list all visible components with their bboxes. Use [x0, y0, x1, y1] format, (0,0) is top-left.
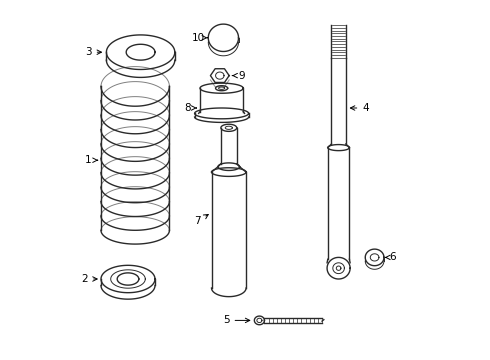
Text: 7: 7 — [194, 215, 208, 226]
Text: 1: 1 — [85, 155, 98, 165]
Text: 10: 10 — [192, 33, 208, 43]
Text: 8: 8 — [184, 103, 196, 113]
Text: 4: 4 — [350, 103, 369, 113]
Text: 2: 2 — [81, 274, 97, 284]
Text: 6: 6 — [386, 252, 396, 262]
Text: 9: 9 — [232, 71, 245, 81]
Text: 3: 3 — [85, 47, 101, 57]
Text: 5: 5 — [223, 315, 250, 325]
